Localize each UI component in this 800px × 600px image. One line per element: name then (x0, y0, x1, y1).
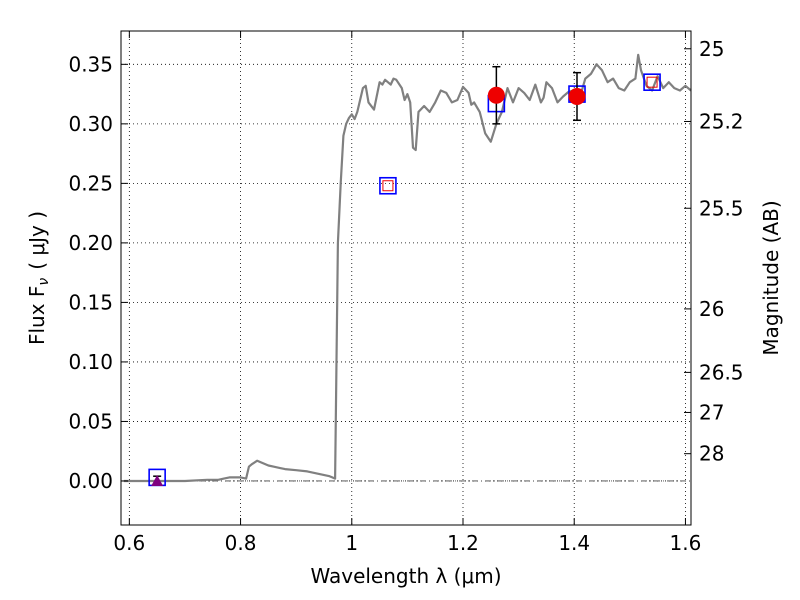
y-tick-label: 0.30 (68, 112, 113, 136)
x-tick-label: 1 (345, 531, 358, 555)
grid-lines (121, 31, 691, 525)
y2-tick-label: 25.5 (699, 196, 744, 220)
y2-tick-label: 26 (699, 297, 724, 321)
x-tick-label: 0.6 (113, 531, 145, 555)
y2-axis-label: Magnitude (AB) (759, 200, 783, 355)
svg-text:Flux Fν( μJy ): Flux Fν ( μJy ) (25, 211, 52, 345)
y-tick-label: 0.10 (68, 350, 113, 374)
x-tick-label: 1.6 (670, 531, 702, 555)
y-tick-label: 0.25 (68, 171, 113, 195)
y-tick-label: 0.15 (68, 290, 113, 314)
y2-axis-ticks: 25 25.2 25.5 26 26.5 27 28 (684, 37, 744, 466)
x-axis-ticks: 0.6 0.8 1 1.2 1.4 1.6 (113, 31, 701, 555)
y2-tick-label: 25.2 (699, 109, 744, 133)
y-axis-label-group: Flux Fν ( μJy ) (25, 211, 52, 345)
y-tick-label: 0.20 (68, 231, 113, 255)
plot-frame (120, 30, 692, 526)
y-axis-ticks: 0.00 0.05 0.10 0.15 0.20 0.25 0.30 0.35 (68, 52, 128, 493)
y-tick-label: 0.35 (68, 52, 113, 76)
model-box-red (646, 76, 658, 88)
y2-tick-label: 26.5 (699, 360, 744, 384)
model-box-red (382, 180, 394, 192)
y2-tick-label: 27 (699, 400, 724, 424)
y-tick-label: 0.00 (68, 469, 113, 493)
y-axis-label: Flux F (25, 286, 49, 345)
y-axis-label-unit: ( μJy ) (25, 211, 49, 270)
y-axis-label-subscript: ν (36, 278, 52, 286)
observed-point (568, 87, 586, 105)
observed-point (487, 86, 505, 104)
y2-axis-label-group: Magnitude (AB) (759, 200, 783, 355)
model-spectrum-line (123, 53, 692, 483)
model-box-blue (643, 73, 661, 91)
x-axis-label: Wavelength λ (μm) (310, 564, 501, 588)
x-tick-label: 1.2 (447, 531, 479, 555)
x-tick-label: 0.8 (225, 531, 257, 555)
upper-limit-triangle (151, 474, 164, 486)
y2-tick-label: 28 (699, 442, 724, 466)
model-box-blue (379, 176, 397, 195)
y2-tick-label: 25 (699, 37, 724, 61)
data-marks (148, 65, 661, 487)
x-tick-label: 1.4 (558, 531, 590, 555)
y-tick-label: 0.05 (68, 409, 113, 433)
